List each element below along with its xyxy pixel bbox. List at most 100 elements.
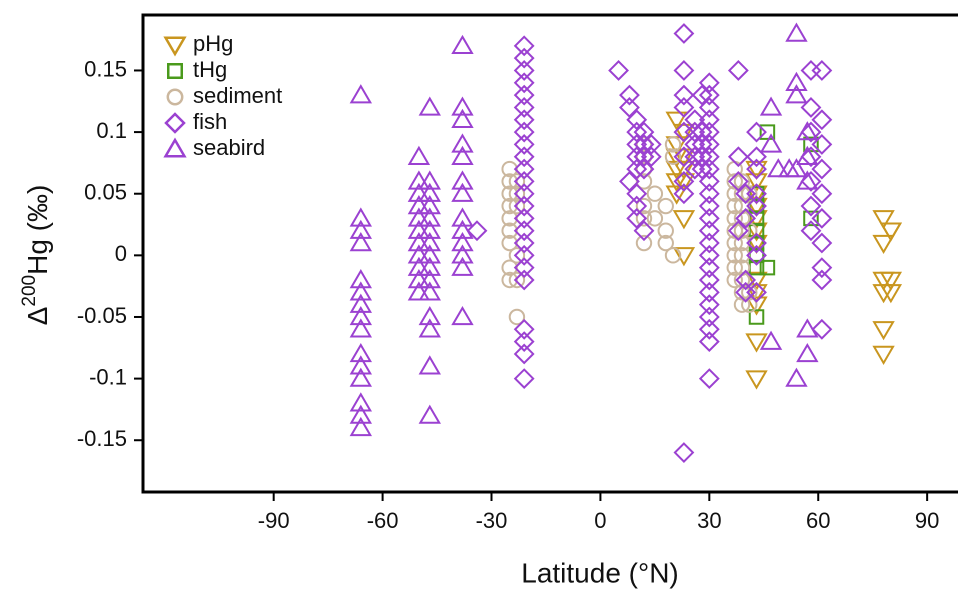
x-tick-label: 60	[806, 508, 830, 533]
point	[349, 392, 373, 412]
point	[748, 309, 765, 325]
point	[745, 296, 768, 316]
point	[513, 244, 535, 266]
point	[727, 170, 749, 192]
point	[418, 195, 441, 215]
point	[811, 269, 833, 291]
y-label-rest: Hg (‰)	[22, 185, 53, 275]
point	[619, 170, 640, 192]
point	[418, 318, 441, 338]
point	[727, 146, 749, 168]
point	[418, 219, 441, 239]
point	[640, 134, 662, 155]
point	[811, 232, 833, 254]
point	[698, 257, 720, 279]
point	[451, 182, 474, 202]
point	[698, 158, 720, 180]
point	[759, 259, 776, 276]
point	[735, 207, 757, 229]
x-axis-label: Latitude (°N)	[521, 557, 679, 588]
y-tick-label: 0.05	[84, 180, 127, 205]
point	[811, 257, 833, 279]
point	[811, 60, 833, 81]
point	[745, 284, 768, 304]
point	[513, 343, 535, 365]
point	[684, 109, 706, 131]
point	[745, 333, 768, 353]
point	[633, 220, 655, 242]
point	[349, 342, 373, 363]
point	[745, 173, 768, 193]
point	[466, 220, 488, 242]
point	[407, 207, 431, 227]
point	[451, 305, 474, 326]
point	[698, 318, 720, 340]
point	[513, 35, 535, 57]
point	[811, 318, 833, 340]
point	[513, 207, 535, 229]
point	[349, 219, 373, 239]
point	[451, 232, 474, 252]
point	[513, 134, 535, 155]
point	[800, 97, 822, 118]
point	[800, 220, 822, 242]
point	[672, 173, 696, 193]
point	[759, 330, 783, 350]
point	[418, 355, 441, 375]
point	[451, 108, 474, 128]
point	[684, 146, 706, 168]
legend-marker	[167, 63, 183, 79]
point	[513, 109, 535, 131]
point	[879, 222, 903, 242]
point	[418, 256, 441, 276]
point	[349, 269, 373, 289]
y-label-prefix: Δ	[22, 307, 53, 326]
point	[626, 121, 648, 143]
point	[513, 72, 535, 94]
y-tick-label: -0.1	[89, 364, 127, 389]
x-tick-label: 30	[697, 508, 721, 533]
point	[626, 146, 648, 168]
point	[698, 232, 720, 254]
point	[418, 170, 441, 190]
point	[785, 22, 808, 42]
point	[349, 367, 373, 387]
point	[513, 121, 535, 143]
point	[451, 34, 474, 55]
point	[513, 257, 535, 279]
point	[811, 109, 833, 131]
point	[691, 134, 713, 155]
point	[673, 60, 695, 81]
point	[349, 416, 373, 437]
point	[746, 121, 767, 143]
point	[608, 60, 629, 81]
point	[646, 210, 664, 227]
point	[407, 256, 431, 276]
legend-label: tHg	[193, 57, 227, 82]
point	[673, 84, 695, 106]
point	[796, 170, 819, 190]
point	[698, 97, 720, 118]
point	[349, 207, 373, 227]
point	[407, 281, 431, 301]
point	[665, 111, 688, 131]
point	[735, 269, 757, 291]
point	[698, 146, 720, 168]
point	[664, 247, 682, 264]
point	[664, 148, 682, 165]
point	[698, 170, 720, 192]
point	[349, 84, 373, 104]
point	[811, 134, 833, 155]
point	[451, 244, 474, 264]
y-tick-label: -0.15	[77, 426, 127, 451]
point	[741, 222, 758, 239]
point	[513, 368, 535, 390]
point	[698, 207, 720, 229]
point	[349, 404, 373, 424]
point	[407, 244, 431, 264]
point	[513, 269, 535, 291]
point	[451, 219, 474, 239]
point	[418, 96, 441, 116]
point	[513, 97, 535, 118]
